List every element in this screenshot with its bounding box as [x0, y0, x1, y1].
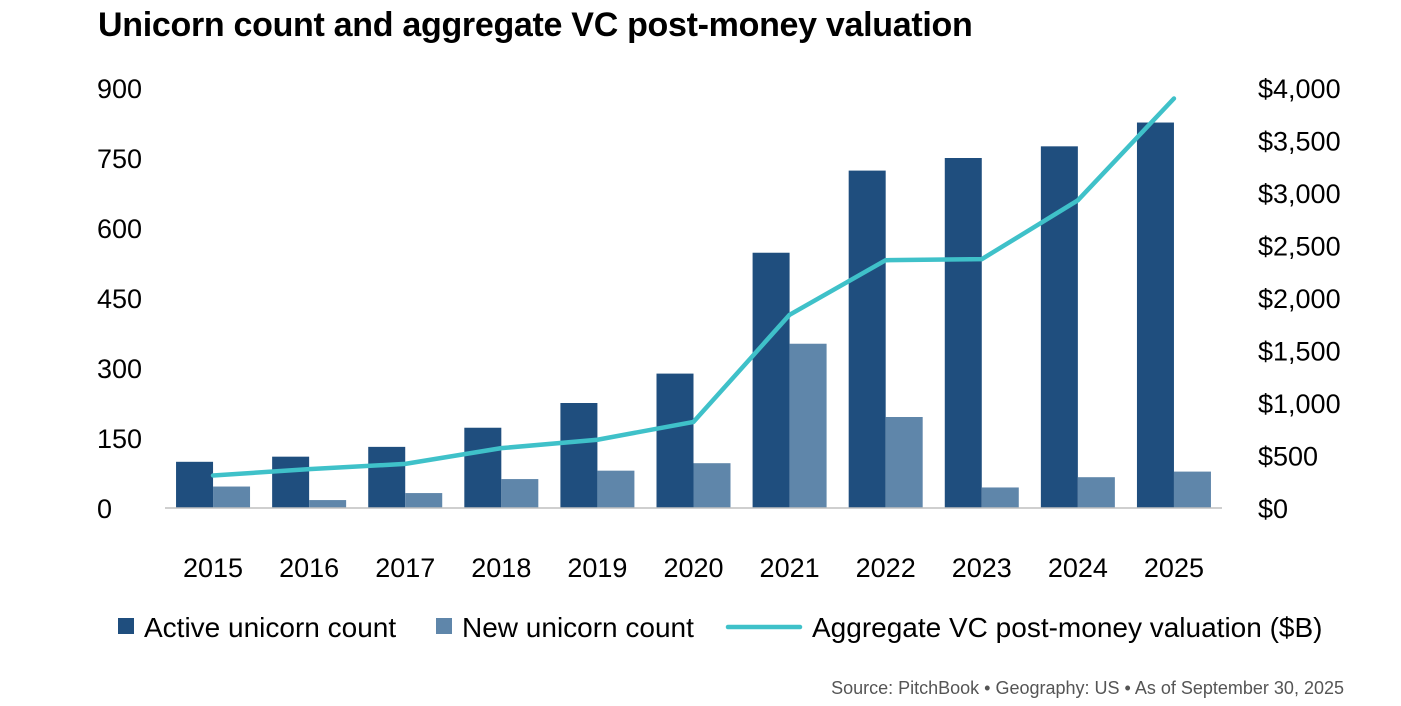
right-tick-label: $1,000 [1258, 389, 1341, 419]
bar-active-unicorn-count-2025 [1136, 122, 1174, 509]
bar-new-unicorn-count-2022 [885, 417, 923, 508]
legend-label-active-unicorn-count: Active unicorn count [144, 612, 396, 643]
left-tick-label: 150 [97, 424, 142, 454]
right-tick-label: $3,500 [1258, 127, 1341, 157]
x-tick-label-2017: 2017 [375, 553, 435, 583]
bar-active-unicorn-count-2023 [944, 158, 982, 508]
x-tick-label-2021: 2021 [760, 553, 820, 583]
bar-new-unicorn-count-2025 [1173, 471, 1211, 508]
right-axis-ticks: $0 $500 $1,000 $1,500 $2,000 $2,500 $3,000 $3,5… [1258, 74, 1341, 524]
bar-active-unicorn-count-2021 [752, 252, 790, 508]
bars-group [176, 122, 1211, 509]
bar-active-unicorn-count-2016 [272, 456, 310, 508]
line-aggregate-vc-post-money-valuation-b [210, 96, 1177, 478]
bar-active-unicorn-count-2020 [656, 373, 694, 508]
bar-active-unicorn-count-2017 [368, 446, 406, 508]
bar-active-unicorn-count-2015 [176, 461, 214, 508]
x-tick-label-2019: 2019 [567, 553, 627, 583]
right-tick-label: $500 [1258, 442, 1318, 472]
x-tick-label-2015: 2015 [183, 553, 243, 583]
bar-new-unicorn-count-2017 [405, 493, 443, 508]
x-axis-ticks: 2015 2016 2017 2018 2019 2020 2021 2022 2023 2024… [183, 553, 1204, 583]
chart-title: Unicorn count and aggregate VC post-mone… [98, 6, 973, 44]
legend-label-new-unicorn-count: New unicorn count [462, 612, 694, 643]
bar-new-unicorn-count-2018 [501, 479, 539, 508]
bar-active-unicorn-count-2019 [560, 403, 598, 508]
legend-swatch-active-unicorn-count [118, 618, 134, 634]
bar-active-unicorn-count-2018 [464, 427, 502, 508]
bar-new-unicorn-count-2024 [1077, 477, 1115, 508]
legend: Active unicorn count New unicorn count Agg… [118, 612, 1323, 643]
right-tick-label: $4,000 [1258, 74, 1341, 104]
left-tick-label: 450 [97, 284, 142, 314]
left-tick-label: 900 [97, 74, 142, 104]
bar-new-unicorn-count-2015 [213, 486, 251, 508]
right-tick-label: $2,500 [1258, 232, 1341, 262]
bar-active-unicorn-count-2022 [848, 170, 886, 508]
source-note: Source: PitchBook • Geography: US • As o… [831, 678, 1344, 698]
right-tick-label: $0 [1258, 494, 1288, 524]
bar-new-unicorn-count-2020 [693, 463, 731, 508]
x-tick-label-2016: 2016 [279, 553, 339, 583]
x-tick-label-2024: 2024 [1048, 553, 1108, 583]
bar-new-unicorn-count-2019 [597, 470, 635, 508]
x-tick-label-2025: 2025 [1144, 553, 1204, 583]
right-tick-label: $3,000 [1258, 179, 1341, 209]
x-tick-label-2020: 2020 [663, 553, 723, 583]
left-axis-ticks: 0 150 300 450 600 750 900 [97, 74, 142, 524]
x-tick-label-2023: 2023 [952, 553, 1012, 583]
left-tick-label: 300 [97, 354, 142, 384]
bar-active-unicorn-count-2024 [1040, 146, 1078, 509]
legend-swatch-new-unicorn-count [436, 618, 452, 634]
x-tick-label-2022: 2022 [856, 553, 916, 583]
left-tick-label: 0 [97, 494, 112, 524]
x-tick-label-2018: 2018 [471, 553, 531, 583]
right-tick-label: $2,000 [1258, 284, 1341, 314]
right-tick-label: $1,500 [1258, 337, 1341, 367]
legend-label-aggregate-vc-post-money-valuation-b: Aggregate VC post-money valuation ($B) [812, 612, 1323, 643]
bar-new-unicorn-count-2016 [309, 500, 347, 508]
bar-new-unicorn-count-2023 [981, 487, 1019, 508]
left-tick-label: 750 [97, 144, 142, 174]
bar-new-unicorn-count-2021 [789, 343, 827, 508]
valuation-line-group [210, 96, 1177, 478]
left-tick-label: 600 [97, 214, 142, 244]
